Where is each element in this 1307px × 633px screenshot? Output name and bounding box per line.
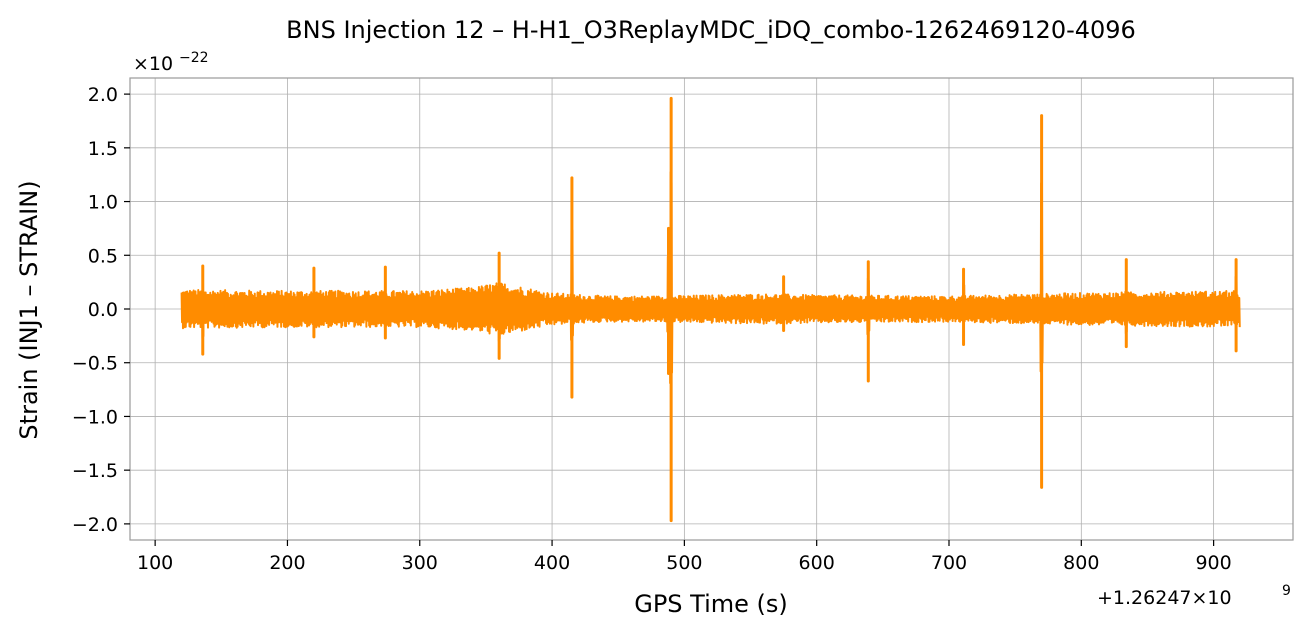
x-tick-label: 100 [137, 552, 173, 574]
y-scale-exponent: −22 [179, 50, 209, 66]
x-offset-exponent: 9 [1282, 583, 1291, 599]
x-tick-label: 200 [269, 552, 305, 574]
strain-series [180, 96, 1241, 523]
x-tick-label: 900 [1195, 552, 1231, 574]
x-tick-label: 400 [534, 552, 570, 574]
y-tick-label: 0.5 [88, 245, 118, 267]
y-tick-label: −1.5 [72, 460, 118, 482]
y-tick-label: 1.0 [88, 192, 118, 214]
y-axis-ticks: 2.0 1.5 1.0 0.5 0.0 −0.5 −1.0 −1.5 −2.0 [72, 84, 130, 536]
x-axis-label: GPS Time (s) [634, 590, 788, 618]
x-tick-label: 800 [1063, 552, 1099, 574]
x-tick-label: 600 [799, 552, 835, 574]
y-tick-label: −1.0 [72, 406, 118, 428]
x-offset-text: +1.26247×10 [1097, 587, 1232, 609]
x-tick-label: 500 [666, 552, 702, 574]
y-tick-label: 1.5 [88, 138, 118, 160]
y-tick-label: −2.0 [72, 514, 118, 536]
y-tick-label: 2.0 [88, 84, 118, 106]
y-tick-label: 0.0 [88, 299, 118, 321]
x-tick-label: 300 [402, 552, 438, 574]
x-axis-ticks: 100 200 300 400 500 600 700 800 900 [137, 540, 1232, 574]
y-tick-label: −0.5 [72, 353, 118, 375]
strain-line [180, 171, 1241, 522]
y-scale-factor: ×10 −22 [133, 50, 209, 75]
x-offset-factor: +1.26247×10 9 [1097, 583, 1291, 609]
y-axis-label: Strain (INJ1 – STRAIN) [15, 180, 43, 439]
chart-title: BNS Injection 12 – H-H1_O3ReplayMDC_iDQ_… [286, 16, 1136, 44]
x-tick-label: 700 [931, 552, 967, 574]
y-scale-text: ×10 [133, 53, 173, 75]
